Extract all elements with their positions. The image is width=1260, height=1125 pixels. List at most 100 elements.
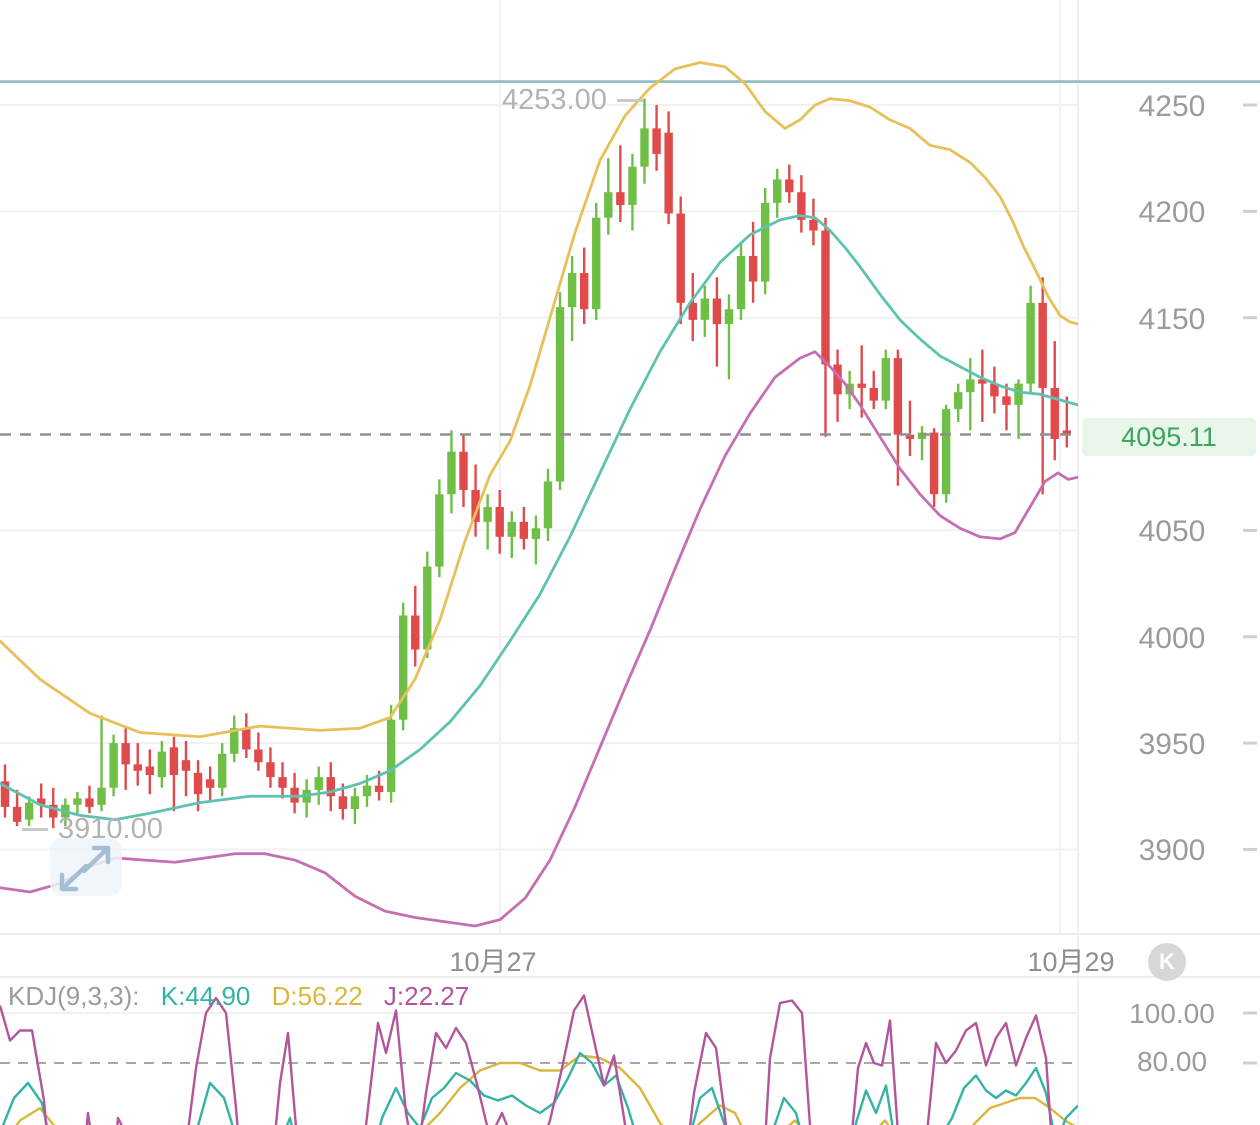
kdj-legend: KDJ(9,3,3): K:44.90 D:56.22 J:22.27 — [8, 981, 483, 1012]
candle-body — [990, 383, 999, 397]
current-price-badge: 4095.11 — [1082, 418, 1256, 456]
candle-body — [97, 787, 106, 805]
candle-body — [447, 451, 456, 495]
price-axis-label: 4250 — [1138, 90, 1206, 123]
candle-body — [531, 528, 541, 539]
price-axis-label: 3900 — [1138, 834, 1206, 868]
candle-body — [0, 781, 10, 807]
candle-body — [254, 749, 263, 763]
candle-body — [628, 166, 637, 205]
candle-body — [483, 507, 492, 522]
candle-body — [217, 753, 227, 788]
kdj-k-line — [1, 1051, 1078, 1125]
candle-body — [543, 481, 553, 529]
candle-body — [12, 806, 22, 822]
candle-body — [459, 451, 468, 490]
expand-arrow-sw — [60, 863, 89, 891]
kdj-title: KDJ(9,3,3): — [8, 981, 140, 1011]
candle-body — [181, 760, 191, 771]
candle-body — [664, 132, 673, 214]
candle-body — [266, 762, 275, 778]
kdj-tick-100: 100.00 — [1129, 998, 1215, 1029]
candle-body — [760, 202, 770, 282]
candle-body — [893, 358, 903, 435]
candle-body — [109, 743, 118, 788]
candle-body — [1050, 387, 1059, 439]
candle-body — [954, 392, 963, 410]
candle-body — [555, 307, 565, 482]
candle-body — [1014, 383, 1023, 405]
candle-body — [242, 728, 251, 750]
candle-body — [145, 766, 154, 776]
candle-body — [797, 192, 806, 220]
price-axis-label: 4150 — [1138, 302, 1206, 336]
candle-body — [917, 432, 927, 439]
candle-body — [700, 298, 710, 320]
candle-body — [471, 489, 480, 522]
candle-body — [809, 219, 818, 231]
kdj-j-value: J:22.27 — [383, 981, 470, 1011]
candle-body — [640, 128, 649, 167]
candle-body — [592, 217, 601, 310]
high-marker-dash — [616, 99, 643, 102]
expand-arrow-ne — [81, 846, 110, 874]
price-axis-label: 4000 — [1138, 621, 1206, 655]
band-lower-line — [0, 350, 1078, 928]
candle-body — [121, 743, 130, 765]
candle-body — [73, 798, 82, 805]
kdj-layer — [0, 994, 1078, 1125]
high-price-label: 4253.00 — [502, 84, 607, 116]
candle-body — [398, 615, 408, 720]
candle-body — [1002, 396, 1011, 405]
candle-body — [1038, 302, 1047, 388]
candle-body — [978, 379, 987, 384]
expand-icon[interactable] — [50, 838, 122, 896]
candle-body — [676, 213, 685, 303]
candle-body — [230, 728, 239, 754]
candle-body — [495, 507, 504, 537]
candle-body — [519, 521, 529, 539]
candle-body — [386, 719, 396, 793]
candle-body — [652, 128, 661, 154]
high-price-marker: 4253.00 — [502, 84, 643, 117]
kdj-j-line — [0, 994, 1052, 1125]
kdj-d-value: D:56.22 — [271, 981, 363, 1011]
chart-type-k-badge[interactable]: K — [1148, 943, 1186, 981]
bands-layer — [0, 61, 1078, 928]
candle-body — [362, 785, 372, 797]
candle-body — [133, 764, 142, 771]
low-marker-dash — [22, 828, 48, 831]
expand-arrow-sw-head — [59, 872, 79, 892]
kdj-tick-80: 80.00 — [1136, 1046, 1208, 1077]
candle-body — [85, 798, 94, 807]
expand-arrow-ne-head — [91, 845, 111, 865]
candle-body — [869, 387, 878, 401]
candle-body — [507, 521, 516, 537]
candle-body — [881, 358, 891, 401]
candle-body — [616, 192, 625, 205]
kdj-k-value: K:44.90 — [160, 981, 251, 1011]
candle-body — [966, 379, 975, 393]
candle-body — [435, 494, 444, 567]
kdj-d-line — [15, 1054, 1076, 1125]
candle-body — [1026, 302, 1035, 384]
candle-body — [157, 751, 167, 778]
price-axis-label: 3950 — [1138, 728, 1206, 762]
candle-body — [411, 615, 420, 650]
candle-body — [423, 566, 432, 650]
candle-body — [941, 409, 951, 495]
candle-body — [833, 364, 842, 395]
candle-body — [857, 383, 866, 388]
candle-body — [205, 779, 215, 788]
low-price-label: 3910.00 — [58, 813, 163, 845]
date-label-oct27: 10月27 — [449, 947, 537, 977]
candle-body — [688, 302, 697, 320]
candle-body — [785, 179, 794, 193]
candle-body — [193, 772, 203, 795]
candle-body — [929, 432, 939, 495]
candle-body — [724, 309, 734, 325]
candle-body — [736, 256, 746, 310]
candle-body — [374, 785, 384, 793]
